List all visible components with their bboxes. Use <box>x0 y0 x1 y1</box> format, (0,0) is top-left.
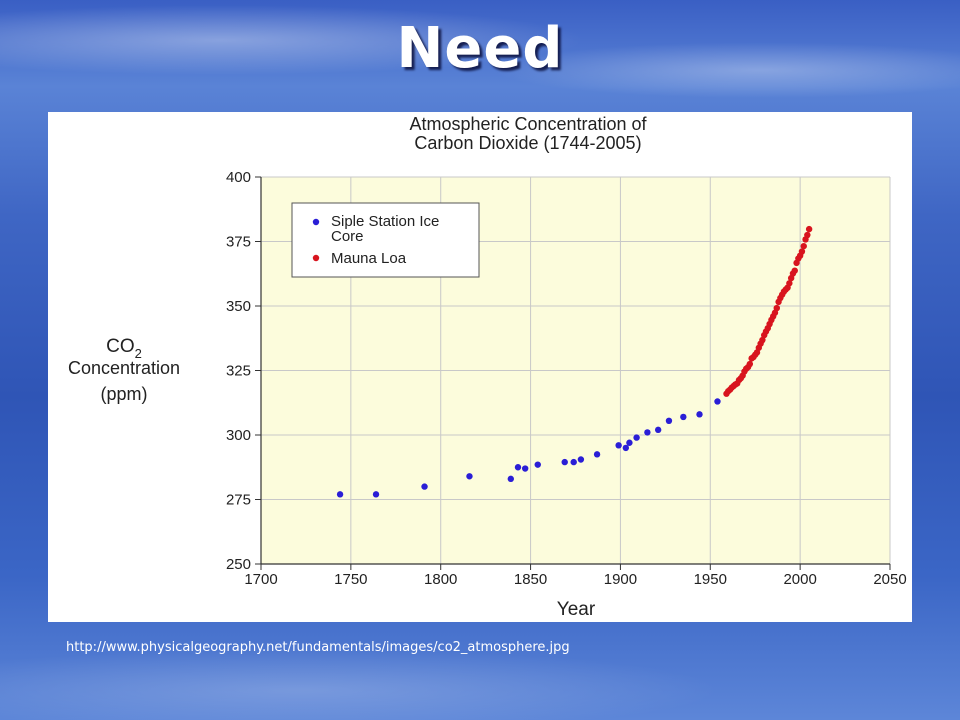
y-tick-label: 300 <box>226 427 251 444</box>
ice-core-point <box>633 434 640 441</box>
y-axis-label: CO2 Concentration (ppm) <box>68 336 180 404</box>
mauna-loa-point <box>791 267 798 274</box>
ice-core-point <box>654 426 662 434</box>
x-tick-label: 1850 <box>514 571 547 588</box>
mauna-loa-point <box>786 280 793 287</box>
ice-core-point <box>570 458 577 466</box>
legend-marker-ice-core <box>312 218 320 226</box>
mauna-loa-point <box>805 225 813 233</box>
y-tick-label: 350 <box>226 298 251 315</box>
chart-title-line2: Carbon Dioxide (1744-2005) <box>414 133 641 153</box>
ice-core-point <box>521 465 529 472</box>
x-tick-label: 1800 <box>424 571 457 588</box>
ice-core-point <box>421 483 428 490</box>
mauna-loa-point <box>804 231 811 239</box>
legend-label-mauna-loa: Mauna Loa <box>331 250 407 267</box>
ice-core-point <box>372 491 380 498</box>
ice-core-point <box>577 456 585 463</box>
svg-text:CO2: CO2 <box>106 336 142 361</box>
legend-label-ice-core-line2: Core <box>331 228 364 245</box>
co2-chart-panel: 1700 1750 1800 1850 1900 1950 2000 2050 250 275 3… <box>48 112 912 622</box>
y-tick-label: 375 <box>226 234 251 251</box>
y-tick-label: 250 <box>226 556 251 573</box>
legend-marker-mauna-loa <box>312 254 320 262</box>
co2-scatter-chart: 1700 1750 1800 1850 1900 1950 2000 2050 250 275 3… <box>68 114 907 620</box>
ice-core-point <box>534 461 541 468</box>
ice-core-point <box>680 413 687 421</box>
x-axis-label: Year <box>557 599 596 620</box>
ice-core-point <box>514 464 522 471</box>
y-axis-label-co: CO <box>106 336 135 357</box>
ice-core-point <box>507 475 515 483</box>
y-axis-label-line3: (ppm) <box>100 384 147 404</box>
legend: Siple Station Ice Core Mauna Loa <box>291 202 480 278</box>
x-tick-label: 1750 <box>334 571 367 588</box>
ice-core-point <box>644 429 651 436</box>
ice-core-point <box>626 439 633 446</box>
slide-title: Need <box>396 16 564 81</box>
ice-core-point <box>561 458 568 466</box>
x-tick-label: 1900 <box>604 571 637 588</box>
y-axis-label-subscript: 2 <box>135 346 142 361</box>
y-tick-label: 275 <box>226 492 251 509</box>
data-points <box>336 225 813 498</box>
mauna-loa-point <box>759 336 766 344</box>
mauna-loa-point <box>798 248 806 255</box>
x-tick-label: 1700 <box>244 571 277 588</box>
y-axis-label-line2: Concentration <box>68 358 180 378</box>
ice-core-point <box>593 451 601 458</box>
mauna-loa-point <box>800 242 807 250</box>
y-tick-label: 325 <box>226 363 251 380</box>
source-url-caption: http://www.physicalgeography.net/fundame… <box>66 640 570 655</box>
ice-core-point <box>665 417 673 425</box>
y-tick-labels: 250 275 300 325 350 375 400 <box>226 169 251 573</box>
y-tick-label: 400 <box>226 169 251 186</box>
x-tick-label: 2000 <box>783 571 816 588</box>
axes <box>255 176 891 570</box>
legend-label-ice-core-line1: Siple Station Ice <box>331 213 439 230</box>
x-tick-labels: 1700 1750 1800 1850 1900 1950 2000 2050 <box>244 571 906 588</box>
ice-core-point <box>615 442 622 449</box>
legend-box <box>291 202 480 278</box>
x-tick-label: 2050 <box>873 571 906 588</box>
mauna-loa-point <box>773 304 780 312</box>
ice-core-point <box>714 398 721 405</box>
chart-title-line1: Atmospheric Concentration of <box>409 114 647 134</box>
ice-core-point <box>336 491 344 498</box>
ice-core-point <box>466 473 473 480</box>
x-tick-label: 1950 <box>694 571 727 588</box>
ice-core-point <box>696 411 703 418</box>
ice-core-point <box>622 444 630 452</box>
mauna-loa-point <box>746 360 754 368</box>
